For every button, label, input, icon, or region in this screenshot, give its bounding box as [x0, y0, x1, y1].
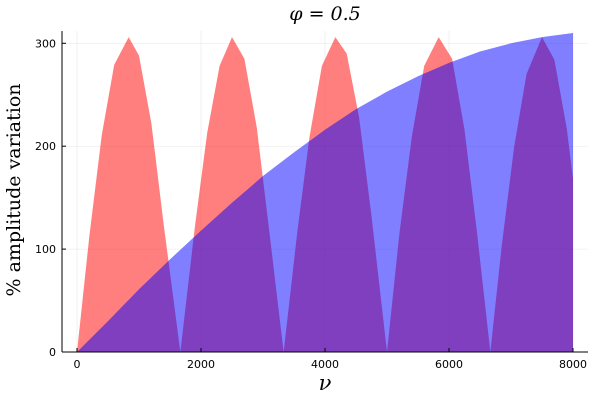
y-tick-label: 0 [49, 346, 56, 359]
x-axis-label: ν [319, 371, 332, 395]
y-axis-label: % amplitude variation [3, 83, 25, 296]
y-tick-label: 200 [35, 140, 56, 153]
x-tick-label: 4000 [311, 358, 339, 371]
series-layer [77, 33, 573, 353]
x-tick-label: 2000 [187, 358, 215, 371]
x-tick-label: 6000 [435, 358, 463, 371]
chart-title: φ = 0.5 [289, 3, 361, 25]
tick-labels: 0 2000 4000 6000 8000 0 100 200 300 [35, 37, 587, 371]
x-tick-label: 0 [74, 358, 81, 371]
y-tick-label: 300 [35, 37, 56, 50]
axes [61, 31, 588, 353]
y-tick-label: 100 [35, 243, 56, 256]
x-tick-label: 8000 [559, 358, 587, 371]
series-area-1 [77, 33, 573, 352]
